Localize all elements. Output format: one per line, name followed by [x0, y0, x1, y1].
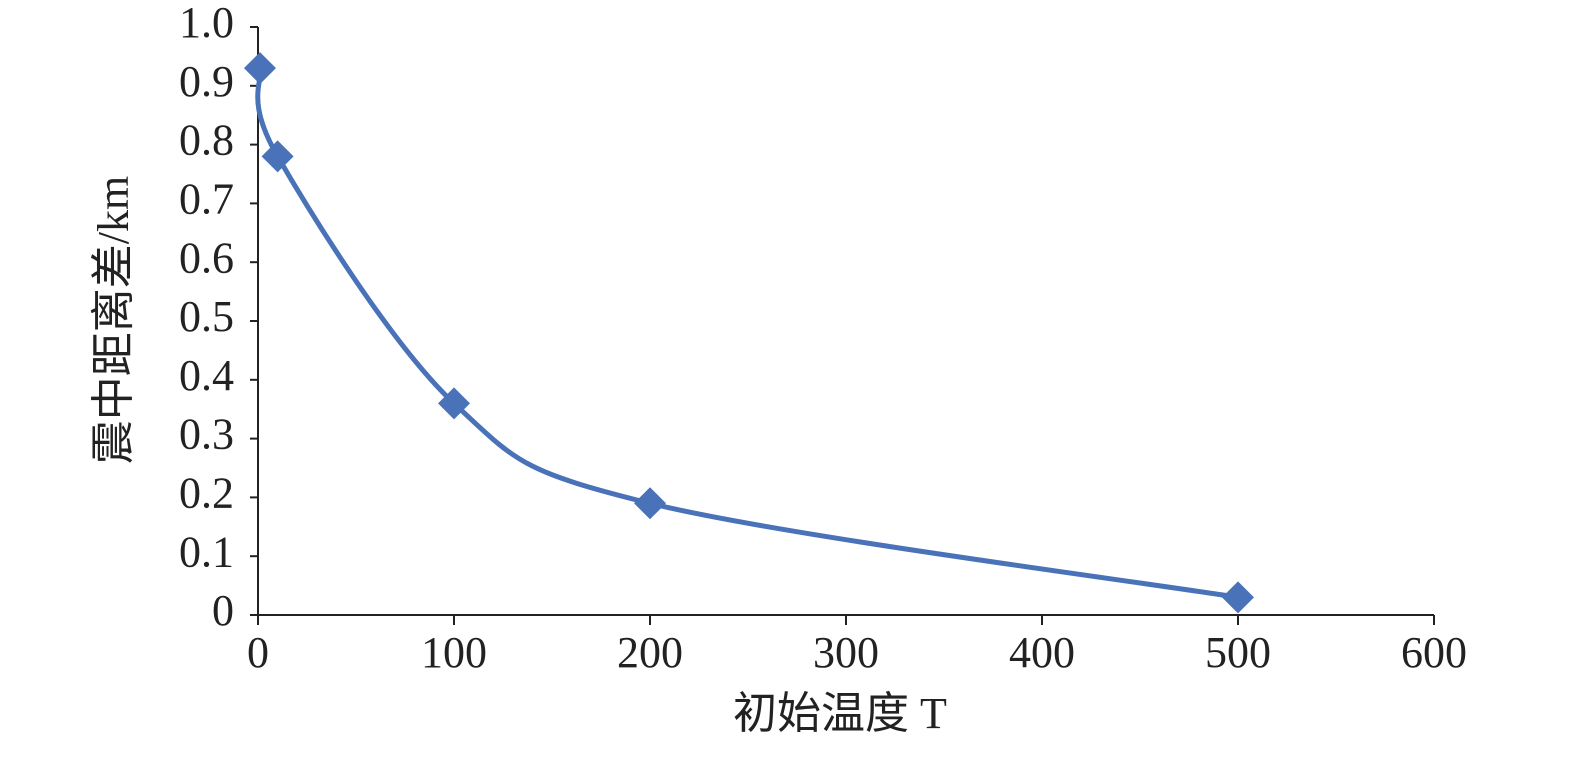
x-tick-label: 300 [813, 628, 879, 677]
point-marker [438, 387, 470, 420]
x-tick-label: 0 [247, 628, 269, 677]
y-tick-label: 0.5 [179, 292, 234, 341]
y-tick-label: 0.2 [179, 468, 234, 517]
y-tick-label: 0.3 [179, 410, 234, 459]
point-marker [261, 140, 294, 173]
y-tick-label: 0 [212, 586, 234, 635]
x-tick-label: 500 [1205, 628, 1271, 677]
x-tick-label: 100 [421, 628, 487, 677]
x-axis-title: 初始温度 T [733, 689, 947, 738]
y-tick-label: 0.1 [179, 527, 234, 576]
x-tick-label: 600 [1401, 628, 1467, 677]
y-tick-label: 0.4 [179, 351, 234, 400]
x-tick-label: 200 [617, 628, 683, 677]
y-tick-label: 0.6 [179, 233, 234, 282]
point-marker [243, 52, 276, 85]
y-tick-label: 1.0 [179, 0, 234, 47]
y-tick-label: 0.7 [179, 174, 234, 223]
y-tick-label: 0.9 [179, 57, 234, 106]
y-tick-label: 0.8 [179, 116, 234, 165]
point-marker [1222, 581, 1254, 614]
x-tick-label: 400 [1009, 628, 1075, 677]
series-line [255, 67, 1239, 600]
point-marker [634, 487, 666, 520]
y-axis-title: 震中距离差/km [89, 176, 138, 464]
